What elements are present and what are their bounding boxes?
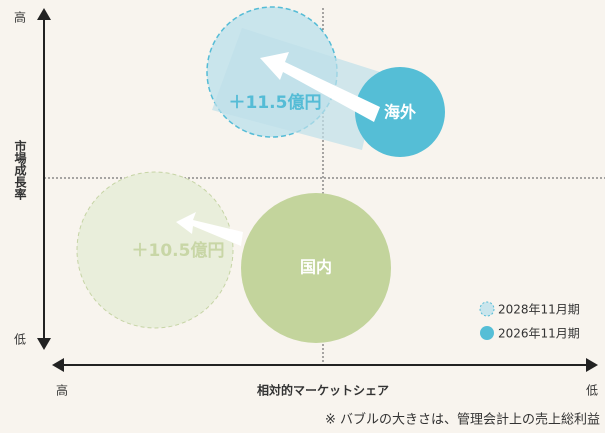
note: ※ バブルの大きさは、管理会計上の売上総利益 xyxy=(325,412,600,428)
arrow xyxy=(176,212,243,246)
arrow-head xyxy=(586,358,598,372)
x-title: 相対的マーケットシェア xyxy=(257,383,389,398)
bubble-current xyxy=(355,67,445,157)
delta: ＋11.5億円 xyxy=(229,92,322,113)
legend-swatch xyxy=(480,326,494,340)
legend-label: 2028年11月期 xyxy=(498,303,580,317)
y-title: 市場成長率 xyxy=(13,139,27,201)
arrow-head xyxy=(52,358,64,372)
cone xyxy=(212,28,380,150)
bubble-future xyxy=(76,171,234,329)
y-low: 低 xyxy=(14,333,26,347)
arrow-head xyxy=(37,8,51,20)
bubble-current xyxy=(241,193,391,343)
x-high: 高 xyxy=(56,383,68,398)
legend-label: 2026年11月期 xyxy=(498,327,580,341)
bubble-label: 海外 xyxy=(384,103,416,122)
arrow xyxy=(260,52,380,122)
legend-swatch xyxy=(479,301,495,317)
y-high: 高 xyxy=(14,10,26,25)
delta: ＋10.5億円 xyxy=(132,240,225,261)
x-low: 低 xyxy=(586,384,598,398)
bubble-label: 国内 xyxy=(300,258,332,277)
arrow-head xyxy=(37,338,51,350)
